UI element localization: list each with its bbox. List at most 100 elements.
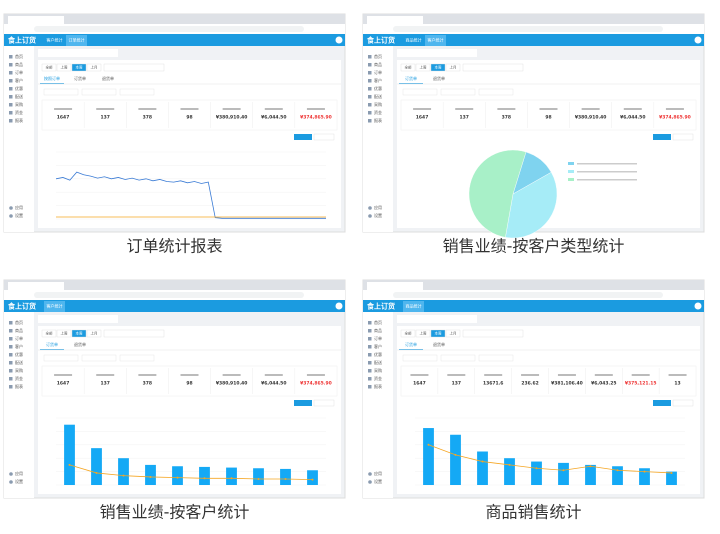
content-tab[interactable]: 退货单: [433, 75, 445, 81]
menu-item[interactable]: 订单: [15, 69, 23, 75]
menu-item[interactable]: 首页: [15, 53, 23, 59]
line-point: [122, 474, 125, 477]
date-button: [56, 63, 72, 72]
content-tab[interactable]: 退货单: [433, 341, 445, 347]
menu-icon: [368, 95, 372, 99]
date-button-label[interactable]: 本周: [435, 65, 443, 70]
menu-item[interactable]: 商品: [374, 327, 382, 333]
header-tab[interactable]: 客户统计: [47, 303, 63, 309]
menu-item[interactable]: 设置: [374, 212, 382, 218]
filter-field: [119, 88, 155, 96]
menu-item[interactable]: 应用: [15, 204, 23, 210]
content-tab[interactable]: 退货单: [102, 75, 114, 81]
stat-label: [138, 374, 157, 376]
stat-label: [264, 374, 283, 376]
filter-field: [478, 354, 514, 362]
menu-item[interactable]: 首页: [15, 319, 23, 325]
header-tab[interactable]: 商品统计: [406, 303, 422, 309]
stat-label: [521, 374, 540, 376]
content-tab[interactable]: 订货单: [405, 75, 417, 81]
header-tab[interactable]: 商品统计: [406, 37, 422, 43]
menu-item[interactable]: 采购: [374, 101, 382, 107]
menu-item[interactable]: 首页: [374, 53, 382, 59]
menu-item[interactable]: 商品: [15, 327, 23, 333]
date-button-label[interactable]: 全部: [405, 331, 413, 336]
date-button-label[interactable]: 本周: [76, 331, 83, 336]
menu-item[interactable]: 采购: [15, 367, 23, 373]
date-button-label[interactable]: 上月: [450, 331, 457, 336]
menu-item[interactable]: 设置: [15, 478, 23, 484]
stat-label: [581, 108, 600, 110]
stat-value: ¥381,106.40: [551, 381, 583, 387]
date-button-label[interactable]: 上周: [61, 65, 68, 70]
line-series: [428, 444, 672, 474]
menu-item[interactable]: 客户: [374, 343, 382, 349]
bar: [91, 448, 102, 485]
menu-item[interactable]: 商品: [374, 61, 382, 67]
menu-item[interactable]: 配送: [15, 359, 23, 365]
menu-item[interactable]: 商品: [15, 61, 23, 67]
menu-item[interactable]: 资金: [374, 375, 382, 381]
date-button-label[interactable]: 上月: [91, 331, 98, 336]
menu-icon: [9, 472, 13, 476]
date-button-label[interactable]: 上月: [450, 65, 457, 70]
header-tab[interactable]: 客户统计: [428, 37, 444, 43]
date-button-label[interactable]: 上周: [420, 65, 428, 70]
menu-item[interactable]: 优惠: [15, 351, 23, 357]
menu-item[interactable]: 优惠: [374, 85, 382, 91]
menu-item[interactable]: 优惠: [15, 85, 23, 91]
menu-item[interactable]: 报表: [15, 117, 23, 123]
stat-label: [54, 374, 73, 376]
content-tab[interactable]: 订货单: [46, 341, 58, 347]
menu-item[interactable]: 首页: [374, 319, 382, 325]
date-button: [400, 329, 416, 338]
content-tab[interactable]: 订货单: [405, 341, 417, 347]
menu-item[interactable]: 订单: [15, 335, 23, 341]
menu-item[interactable]: 设置: [374, 478, 382, 484]
menu-item[interactable]: 报表: [374, 383, 382, 389]
content-tab[interactable]: 退货单: [74, 341, 86, 347]
date-button-label[interactable]: 全部: [46, 331, 53, 336]
menu-icon: [368, 55, 372, 59]
menu-item[interactable]: 资金: [374, 109, 382, 115]
menu-item[interactable]: 客户: [15, 77, 23, 83]
line-point: [454, 453, 457, 456]
menu-item[interactable]: 客户: [374, 77, 382, 83]
menu-item[interactable]: 应用: [374, 204, 382, 210]
menu-item[interactable]: 采购: [15, 101, 23, 107]
date-button-label[interactable]: 本周: [76, 65, 83, 70]
menu-item[interactable]: 资金: [15, 375, 23, 381]
menu-item[interactable]: 订单: [374, 335, 382, 341]
menu-item[interactable]: 采购: [374, 367, 382, 373]
menu-item[interactable]: 订单: [374, 69, 382, 75]
stat-value: 98: [545, 115, 551, 121]
menu-item[interactable]: 资金: [15, 109, 23, 115]
menu-item[interactable]: 报表: [15, 383, 23, 389]
header-tab[interactable]: 客户统计: [47, 37, 63, 43]
menu-item[interactable]: 应用: [15, 470, 23, 476]
menu-item[interactable]: 配送: [374, 93, 382, 99]
date-button-label[interactable]: 上周: [61, 331, 68, 336]
menu-item[interactable]: 优惠: [374, 351, 382, 357]
header-tab[interactable]: 订单统计: [69, 37, 85, 43]
header-tab-bg: [403, 301, 424, 312]
date-button: [41, 63, 57, 72]
bar: [531, 461, 542, 485]
date-button-label[interactable]: 上月: [91, 65, 98, 70]
menu-item[interactable]: 应用: [374, 470, 382, 476]
menu-item[interactable]: 报表: [374, 117, 382, 123]
menu-item[interactable]: 客户: [15, 343, 23, 349]
date-button-label[interactable]: 上周: [420, 331, 428, 336]
menu-item[interactable]: 配送: [374, 359, 382, 365]
content-tab[interactable]: 按照订单: [44, 75, 60, 81]
date-button-label[interactable]: 全部: [46, 65, 53, 70]
line-point: [176, 476, 179, 479]
stat-value: ¥375,121.15: [625, 381, 657, 387]
menu-icon: [368, 480, 372, 484]
date-button-label[interactable]: 全部: [405, 65, 413, 70]
menu-item[interactable]: 设置: [15, 212, 23, 218]
content-tab[interactable]: 订货单: [74, 75, 86, 81]
date-button-label[interactable]: 本周: [435, 331, 443, 336]
menu-item[interactable]: 配送: [15, 93, 23, 99]
stat-label: [180, 374, 199, 376]
